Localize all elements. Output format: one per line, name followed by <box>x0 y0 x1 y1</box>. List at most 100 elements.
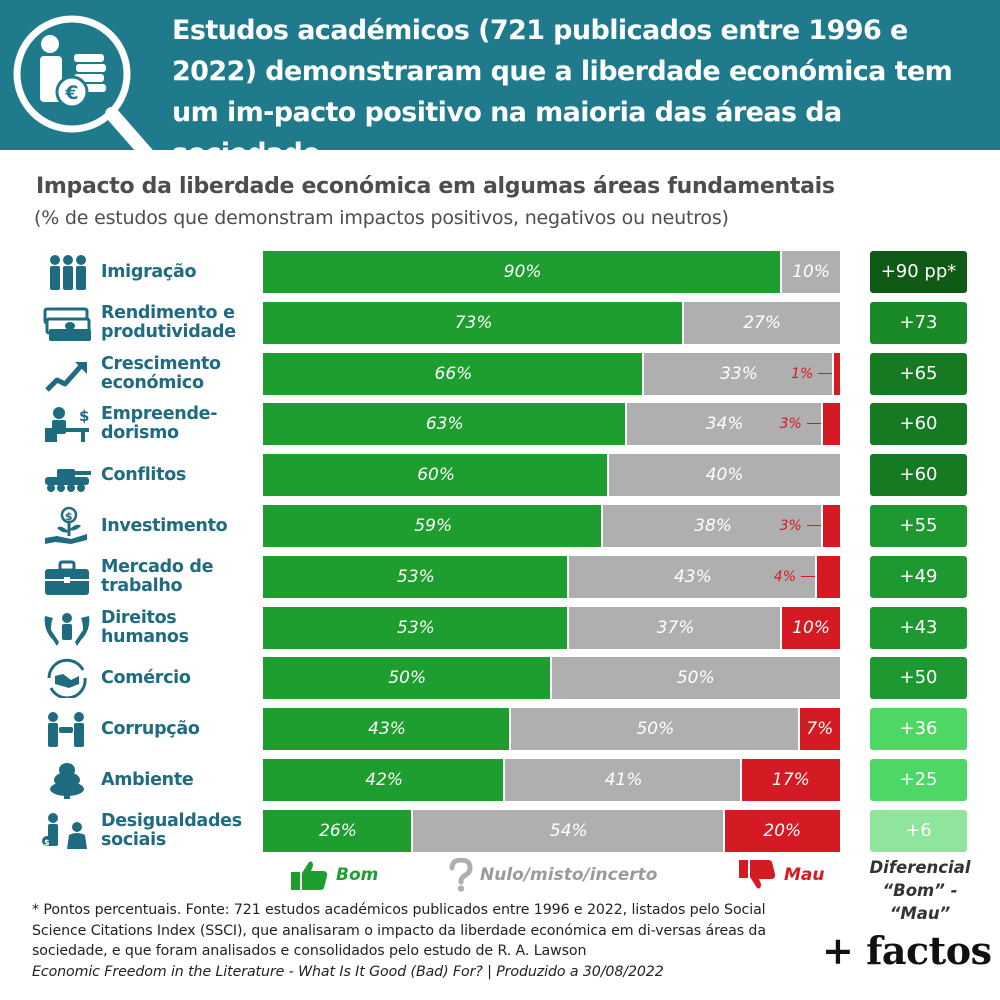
differential-badge: +90 pp* <box>870 251 967 293</box>
legend-bad: Mau <box>738 858 825 892</box>
chart-row-investimento: $ Investimento 59% 38% 3% +55 <box>0 505 1000 547</box>
legend-good-label: Bom <box>336 865 379 885</box>
differential-badge: +65 <box>870 352 967 395</box>
bar-segment-neutral <box>551 657 840 700</box>
bar-segment-neutral <box>603 505 821 547</box>
bar-segment-good <box>263 251 781 293</box>
chart-row-corrupcao: Corrupção 43% 50% 7% +36 <box>0 708 1000 751</box>
bar-segment-neutral <box>643 352 833 395</box>
leader-line <box>806 423 821 425</box>
data-label-neutral: 41% <box>604 770 643 790</box>
differential-caption: Diferencial “Bom” - “Mau” <box>858 856 982 925</box>
leader-line <box>818 372 833 374</box>
chart-title: Impacto da liberdade económica em alguma… <box>36 174 835 199</box>
bar-segment-good <box>263 403 625 446</box>
header-title: Estudos académicos (721 publicados entre… <box>172 15 953 169</box>
bar-segment-good <box>263 657 550 700</box>
chart-row-mercado-de-trabalho: Mercado de trabalho 53% 43% 4% +49 <box>0 555 1000 598</box>
differential-badge: +60 <box>870 454 967 497</box>
thumbs-down-icon <box>739 860 776 889</box>
brand-logo: + factos <box>822 928 992 973</box>
bar-segment-neutral <box>413 809 723 852</box>
category-label: Empreende- dorismo <box>101 404 218 444</box>
svg-text:€: € <box>64 82 78 104</box>
data-label-good: 53% <box>397 566 435 587</box>
differential-badge: +6 <box>870 809 967 852</box>
question-mark-icon <box>449 858 473 892</box>
data-label-good: 42% <box>365 770 404 790</box>
data-label-good: 26% <box>319 820 357 841</box>
footnote: * Pontos percentuais. Fonte: 721 estudos… <box>32 900 792 982</box>
category-label: Ambiente <box>101 769 194 790</box>
data-label-bad: 3% <box>779 518 802 534</box>
data-label-neutral: 50% <box>636 719 675 740</box>
category-label: Imigração <box>101 261 197 282</box>
bar-segment-good <box>263 454 608 497</box>
bar-segment-good <box>263 606 567 649</box>
bar-segment-bad <box>816 555 840 598</box>
bar-segment-neutral <box>782 251 840 293</box>
differential-badge: +43 <box>870 606 967 649</box>
bar-track: 50% 50% <box>263 657 840 700</box>
growth-arrow-icon <box>45 361 87 392</box>
category-label: Investimento <box>101 515 228 536</box>
bar-segment-good <box>263 505 602 547</box>
entrepreneur-desk-icon: $ <box>45 407 89 443</box>
leader-line <box>806 525 821 526</box>
data-label-good: 73% <box>454 312 493 333</box>
bar-track: 63% 34% 3% <box>263 403 840 446</box>
bar-segment-neutral <box>568 606 781 649</box>
bar-track: 59% 38% 3% <box>263 505 840 547</box>
human-rights-hands-icon <box>44 612 90 646</box>
bar-segment-bad <box>782 606 840 649</box>
data-label-good: 63% <box>425 414 464 435</box>
data-label-bad: 10% <box>792 617 831 638</box>
data-label-good: 43% <box>368 719 406 740</box>
bar-segment-bad <box>822 403 840 446</box>
data-label-good: 53% <box>397 617 435 638</box>
bar-segment-bad <box>741 759 840 801</box>
bar-track: 53% 43% 4% <box>263 555 840 598</box>
bar-segment-good <box>263 301 683 344</box>
data-label-bad: 3% <box>779 416 802 433</box>
bar-segment-neutral <box>568 555 815 598</box>
bar-segment-neutral <box>626 403 821 446</box>
bar-track: 42% 41% 17% <box>263 759 840 801</box>
bar-segment-neutral <box>505 759 740 801</box>
data-label-neutral: 54% <box>549 820 588 841</box>
data-label-neutral: 50% <box>676 668 715 689</box>
briefcase-icon <box>45 560 89 595</box>
bar-segment-neutral <box>609 454 840 497</box>
chart-row-ambiente: Ambiente 42% 41% 17% +25 <box>0 759 1000 801</box>
data-label-good: 59% <box>414 516 453 536</box>
category-label: Direitos humanos <box>101 607 189 647</box>
differential-badge: +55 <box>870 505 967 547</box>
data-label-bad: 20% <box>763 820 802 841</box>
investment-plant-icon: $ <box>45 506 87 544</box>
bar-track: 26% 54% 20% <box>263 809 840 852</box>
chart-row-desigualdades-sociais: $ Desigualdades sociais 26% 54% 20% +6 <box>0 809 1000 852</box>
category-label: Comércio <box>101 667 191 688</box>
differential-badge: +50 <box>870 657 967 700</box>
bar-segment-good <box>263 555 567 598</box>
data-label-neutral: 43% <box>673 566 712 587</box>
svg-text:$: $ <box>65 510 73 523</box>
chart-subtitle: (% de estudos que demonstram impactos po… <box>34 207 729 229</box>
thumbs-up-icon <box>291 861 328 890</box>
bar-track: 43% 50% 7% <box>263 708 840 751</box>
bar-segment-neutral <box>684 301 840 344</box>
data-label-neutral: 33% <box>720 363 758 384</box>
bar-track: 73% 27% <box>263 301 840 344</box>
data-label-neutral: 40% <box>705 465 744 486</box>
corruption-people-icon <box>48 712 84 748</box>
legend-neutral-label: Nulo/misto/incerto <box>480 865 658 885</box>
category-label: Crescimento económico <box>101 353 221 393</box>
bar-segment-good <box>263 759 504 801</box>
data-label-good: 90% <box>503 262 542 282</box>
bar-segment-bad <box>834 352 840 395</box>
magnifier-euro-coins-icon: € <box>13 15 161 169</box>
leader-line <box>800 575 815 577</box>
bar-track: 60% 40% <box>263 454 840 497</box>
category-label: Mercado de trabalho <box>101 556 214 596</box>
differential-sublabel: “Bom” - “Mau” <box>882 881 958 923</box>
